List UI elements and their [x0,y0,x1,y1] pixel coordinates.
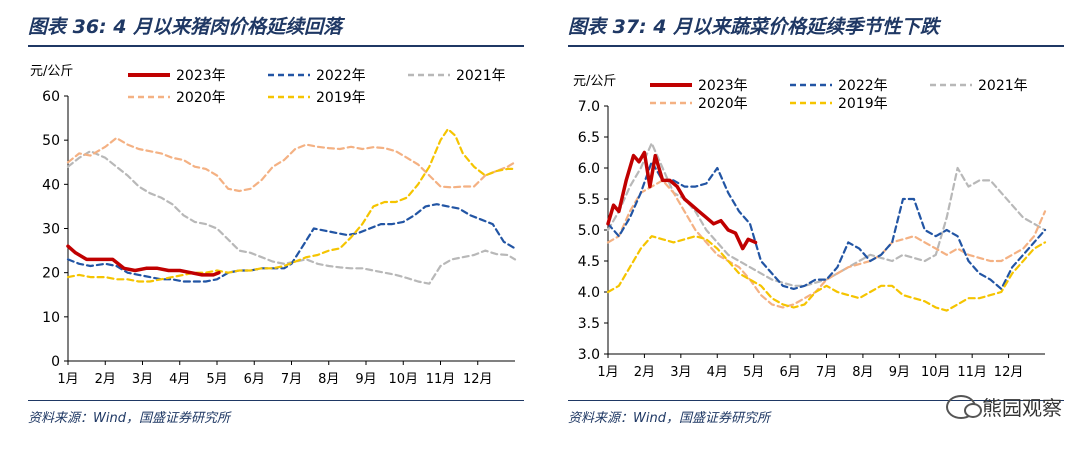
source-note: 资料来源：Wind，国盛证券研究所 [28,411,230,426]
y-tick-label: 20 [42,266,60,282]
pork-price-chart: 元/公斤 0 10 20 30 40 50 60 1月 2月 3月 4月 5月 6月 7月 8月 9月 10月 11… [30,64,517,387]
x-tick-label: 11月 [957,365,987,380]
y-tick-label: 6.0 [578,161,600,177]
x-tick-label: 1月 [57,372,78,387]
series-line-2020年 [606,179,1047,309]
x-tick-label: 3月 [132,372,153,387]
x-tick-label: 8月 [318,372,339,387]
watermark-text: 熊园观察 [982,396,1062,420]
x-tick-label: 12月 [994,365,1024,380]
x-tick-label: 3月 [670,365,691,380]
x-tick-label: 4月 [169,372,190,387]
legend-label: 2020年 [176,90,226,106]
y-tick-label: 10 [42,310,60,326]
title-rule [568,45,1064,47]
x-tick-label: 5月 [743,365,764,380]
y-tick-label: 5.5 [578,192,600,208]
y-tick-label: 50 [42,133,60,149]
wechat-icon [946,394,982,419]
source-rule [568,400,1064,401]
series-line-2023年 [606,150,758,251]
series-line-2020年 [66,136,517,193]
legend-label: 2023年 [176,68,226,84]
y-tick-label: 6.5 [578,130,600,146]
x-tick-label: 7月 [816,365,837,380]
legend-label: 2020年 [698,96,748,112]
x-tick-label: 11月 [426,372,456,387]
legend-label: 2019年 [316,90,366,106]
x-tick-label: 10月 [921,365,951,380]
x-tick-label: 7月 [281,372,302,387]
y-tick-label: 5.0 [578,223,600,239]
series-line-2022年 [606,160,1047,290]
legend-label: 2021年 [456,68,506,84]
legend-label: 2023年 [698,78,748,94]
x-tick-label: 5月 [206,372,227,387]
legend-label: 2022年 [838,78,888,94]
series-line-2019年 [606,235,1047,312]
x-tick-label: 9月 [355,372,376,387]
series-line-2023年 [66,244,221,277]
y-tick-label: 4.5 [578,254,600,270]
vegetable-price-chart: 元/公斤 3.0 3.5 4.0 4.5 5.0 5.5 6.0 6.5 7.0 1月 2月 3月 4月 5… [573,74,1047,380]
x-tick-label: 1月 [597,365,618,380]
y-tick-label: 60 [42,89,60,105]
title-rule [28,45,524,47]
chart-title: 图表 36: 4 月以来猪肉价格延续回落 [28,16,343,38]
x-tick-label: 2月 [634,365,655,380]
y-tick-label: 0 [51,354,60,370]
x-tick-label: 6月 [244,372,265,387]
y-tick-label: 40 [42,177,60,193]
x-tick-label: 10月 [388,372,418,387]
chart-panel-pork: 图表 36: 4 月以来猪肉价格延续回落 元/公斤 0 10 20 30 40 50 60 1月… [28,16,524,426]
source-note: 资料来源：Wind，国盛证券研究所 [568,411,770,426]
chart-title: 图表 37: 4 月以来蔬菜价格延续季节性下跌 [568,16,940,38]
x-tick-label: 8月 [852,365,873,380]
legend-label: 2021年 [978,78,1028,94]
chart-panel-vegetable: 图表 37: 4 月以来蔬菜价格延续季节性下跌 元/公斤 3.0 3.5 4.0 4.5… [540,0,1080,456]
x-tick-label: 4月 [707,365,728,380]
y-tick-label: 3.5 [578,316,600,332]
series-line-2021年 [66,150,517,285]
x-tick-label: 6月 [779,365,800,380]
y-tick-label: 3.0 [578,347,600,363]
watermark: 熊园观察 [946,392,1062,421]
y-axis-unit: 元/公斤 [573,74,616,89]
x-tick-label: 2月 [95,372,116,387]
legend-label: 2022年 [316,68,366,84]
legend-label: 2019年 [838,96,888,112]
x-tick-label: 9月 [889,365,910,380]
source-rule [28,400,524,401]
series-line-2019年 [66,127,517,283]
y-tick-label: 4.0 [578,285,600,301]
y-axis-unit: 元/公斤 [30,64,73,79]
y-tick-label: 30 [42,222,60,238]
y-tick-label: 7.0 [578,99,600,115]
series-line-2021年 [606,142,1047,287]
x-tick-label: 12月 [463,372,493,387]
